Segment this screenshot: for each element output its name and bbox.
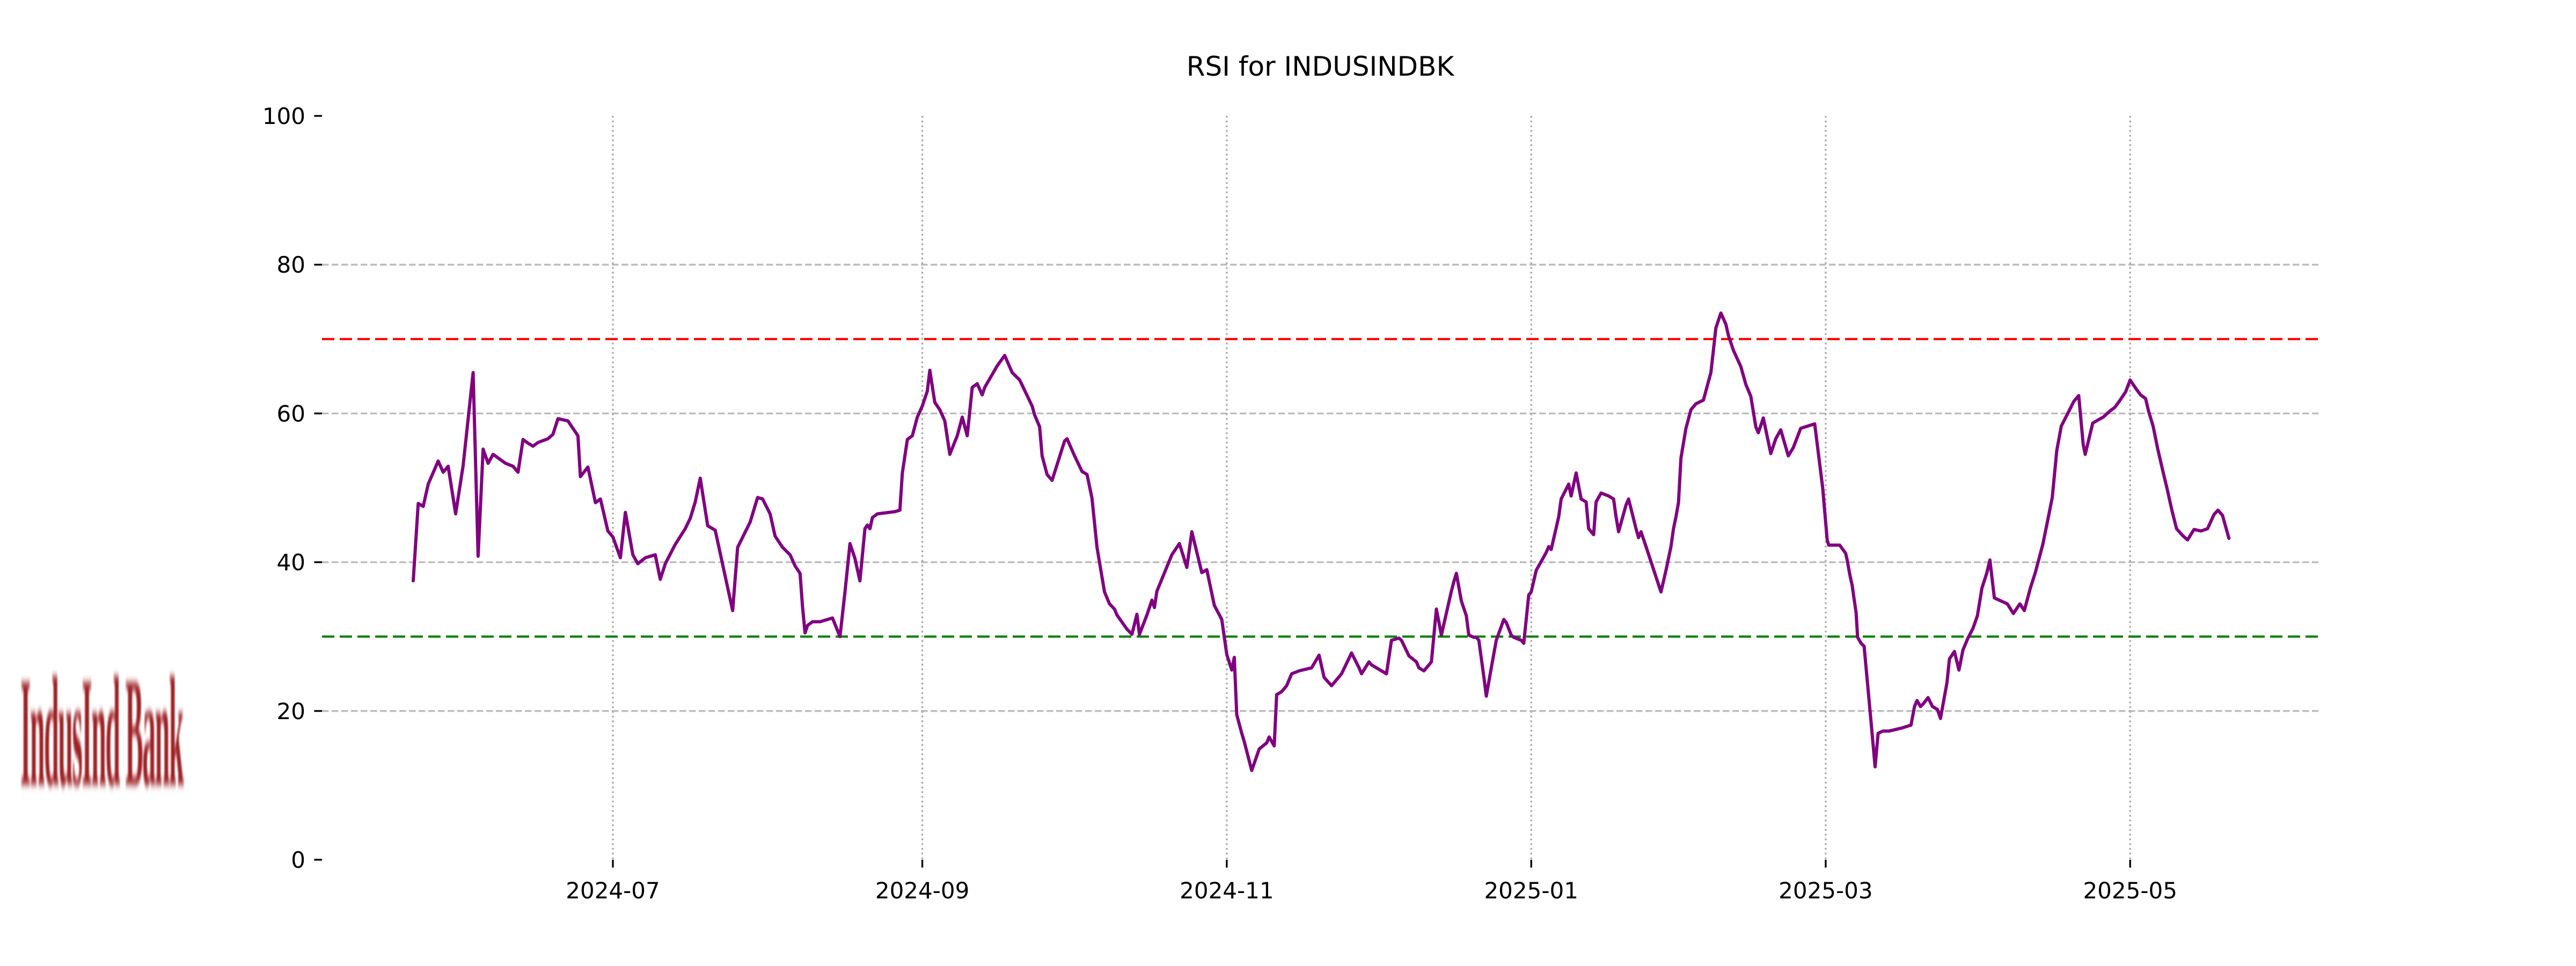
rsi-line (412, 311, 2231, 772)
x-tick-label-2025-01: 2025-01 (1484, 877, 1578, 904)
x-tick-label-2024-09: 2024-09 (875, 877, 970, 904)
x-tick-label-2024-07: 2024-07 (566, 877, 660, 904)
y-tick-label-20: 20 (277, 698, 305, 724)
h-gridlines (322, 264, 2318, 712)
x-tick-label-2025-03: 2025-03 (1779, 877, 1873, 904)
y-tick-labels: 0 20 40 60 80 100 (262, 103, 305, 873)
y-tick-label-80: 80 (277, 252, 305, 278)
x-tick-label-2024-11: 2024-11 (1180, 877, 1274, 904)
reference-lines (322, 338, 2318, 638)
rsi-series (412, 311, 2231, 772)
y-tick-label-0: 0 (291, 847, 305, 873)
x-tick-marks (612, 860, 2131, 868)
y-tick-label-60: 60 (277, 400, 305, 427)
y-tick-label-40: 40 (277, 550, 305, 576)
x-tick-label-2025-05: 2025-05 (2083, 877, 2177, 904)
v-gridlines (612, 116, 2131, 860)
y-tick-marks (314, 115, 322, 861)
chart-title: RSI for INDUSINDBK (1186, 51, 1454, 82)
y-tick-label-100: 100 (262, 103, 305, 129)
x-tick-labels: 2024-07 2024-09 2024-11 2025-01 2025-03 2025-… (566, 877, 2177, 904)
